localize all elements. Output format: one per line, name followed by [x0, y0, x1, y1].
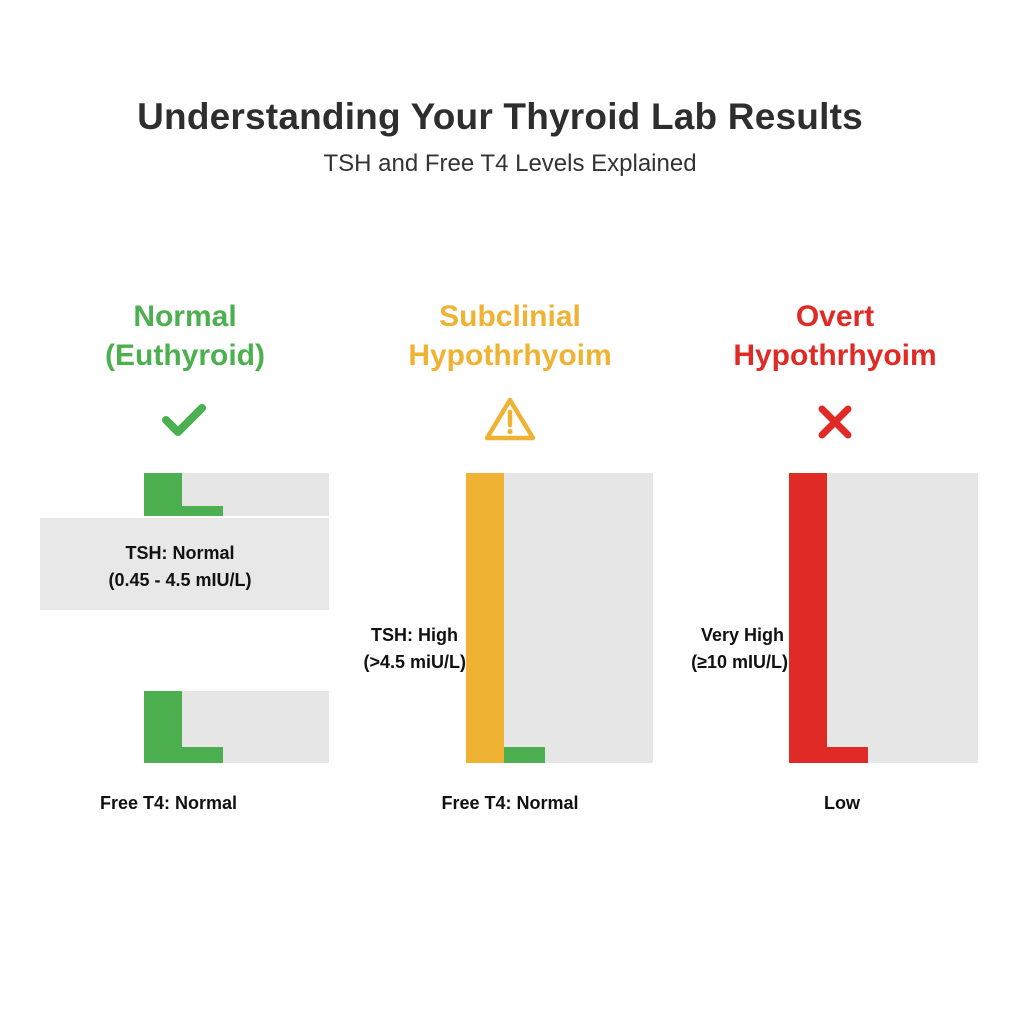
subclinical-heading-line2: Hypothrhyoim [408, 339, 612, 372]
overt-heading-line1: Overt [795, 300, 875, 333]
overt-heading: Overt Hypothrhyoim [700, 297, 970, 375]
overt-t4-bar [827, 747, 868, 763]
warning-triangle-icon [484, 397, 536, 441]
normal-tsh-bar-horizontal [144, 506, 223, 516]
subclinical-tsh-bar [466, 473, 504, 763]
subclinical-heading: Subclinial Hypothrhyoim [380, 297, 640, 375]
overt-heading-line2: Hypothrhyoim [733, 339, 937, 372]
normal-t4-bar-horizontal [144, 747, 223, 763]
page-subtitle: TSH and Free T4 Levels Explained [323, 150, 697, 177]
normal-heading-line1: Normal [133, 300, 237, 333]
check-icon [162, 404, 206, 436]
overt-tsh-bar [789, 473, 827, 763]
normal-tsh-label: TSH: Normal (0.45 - 4.5 mIU/L) [108, 543, 252, 590]
normal-heading: Normal (Euthyroid) [60, 297, 310, 375]
normal-heading-line2: (Euthyroid) [105, 339, 265, 372]
normal-t4-label: Free T4: Normal [100, 793, 238, 813]
normal-tsh-label-box [40, 518, 329, 610]
overt-tsh-label: Very High (≥10 mIU/L) [691, 625, 788, 672]
subclinical-tsh-label: TSH: High (>4.5 miU/L) [363, 625, 466, 672]
subclinical-t4-label: Free T4: Normal [441, 793, 579, 813]
page-title: Understanding Your Thyroid Lab Results [137, 96, 863, 137]
x-mark-icon [818, 405, 852, 439]
overt-t4-label: Low [824, 793, 860, 813]
subclinical-heading-line1: Subclinial [439, 300, 581, 333]
subclinical-t4-bar [504, 747, 545, 763]
